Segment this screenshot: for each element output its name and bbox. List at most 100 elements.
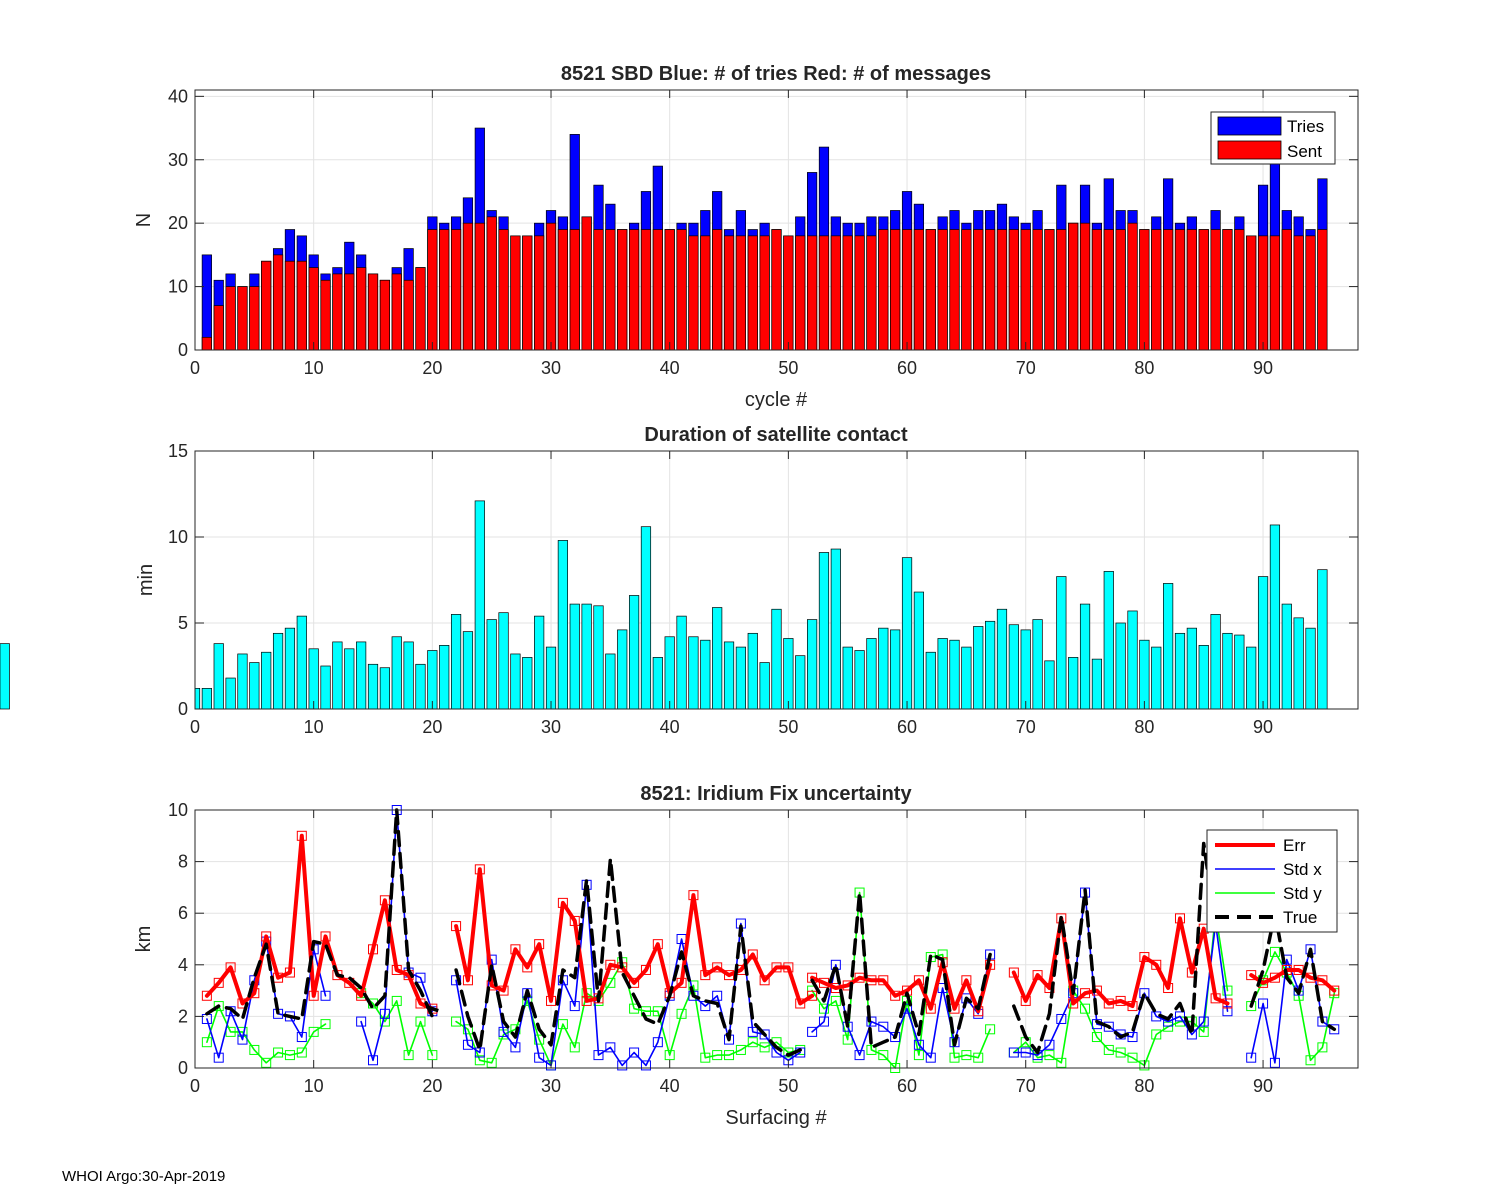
bar-sent: [403, 279, 414, 351]
contact-duration-chart: 0 10 20 30 40 50 60 70 80 90 0 5 10 15 Duration of sa…: [0, 424, 1359, 737]
marker-std-y: [747, 1037, 758, 1048]
marker-std-x: [807, 1026, 818, 1037]
ticks: 0 10 20 30 40 50 60 70 80 90 0 5 10 15: [168, 441, 1358, 737]
bar-sent: [439, 229, 450, 351]
marker-std-y: [213, 1001, 224, 1012]
x-tick-label: 40: [660, 358, 680, 378]
bar-sent: [1269, 235, 1281, 351]
x-tick-label: 70: [1016, 358, 1036, 378]
bar-duration: [1091, 658, 1103, 710]
y-axis-label: km: [133, 926, 155, 953]
legend-label-std-y: Std y: [1283, 884, 1322, 903]
bar-duration: [723, 641, 735, 710]
marker-std-y: [284, 1050, 295, 1061]
x-tick-label: 40: [660, 1076, 680, 1096]
chart-title: 8521 SBD Blue: # of tries Red: # of mess…: [561, 63, 991, 85]
bar-duration: [700, 639, 711, 710]
marker-std-x: [818, 1016, 829, 1027]
bar-duration: [1257, 576, 1269, 710]
marker-std-y: [878, 1050, 889, 1061]
bar-duration: [498, 612, 509, 710]
bar-sent: [272, 254, 284, 351]
bar-sent: [640, 229, 652, 351]
legend-label-std-x: Std x: [1283, 860, 1322, 879]
marker-std-y: [320, 1019, 331, 1030]
legend-label-err: Err: [1283, 836, 1306, 855]
footer-stamp: WHOI Argo:30-Apr-2019: [62, 1168, 226, 1185]
bar-sent: [961, 229, 972, 351]
marker-std-y: [308, 1026, 319, 1037]
bar-sent: [308, 267, 319, 351]
marker-std-y: [1317, 1042, 1328, 1053]
bar-sent: [830, 235, 841, 351]
x-tick-label: 50: [778, 1076, 798, 1096]
bar-sent: [949, 229, 960, 351]
x-tick-label: 30: [541, 1076, 561, 1096]
bar-duration: [462, 631, 474, 710]
y-tick-label: 20: [168, 213, 188, 233]
marker-std-y: [534, 1034, 545, 1045]
marker-std-y: [664, 1050, 675, 1061]
x-tick-label: 90: [1253, 1076, 1273, 1096]
marker-std-y: [830, 995, 841, 1006]
bar-sent: [534, 235, 545, 351]
bar-duration: [818, 552, 830, 710]
bar-sent: [201, 336, 212, 351]
bar-sent: [296, 260, 307, 351]
bar-duration: [1186, 627, 1197, 710]
marker-std-y: [486, 1057, 497, 1068]
y-tick-label: 30: [168, 150, 188, 170]
marker-std-y: [985, 1024, 996, 1035]
bar-sent: [1257, 235, 1269, 351]
bar-duration: [1210, 614, 1221, 710]
bar-sent: [1281, 229, 1292, 351]
bar-duration: [664, 636, 675, 710]
bar-duration: [391, 636, 402, 710]
y-axis-label: min: [135, 564, 157, 596]
bar-sent: [759, 235, 770, 351]
marker-std-y: [1115, 1047, 1126, 1058]
axes-box: [194, 450, 1359, 710]
bar-duration: [272, 632, 284, 710]
bar-duration: [1305, 627, 1316, 710]
bar-sent: [462, 222, 474, 351]
bar-sent: [332, 273, 343, 351]
bar-sent: [1056, 229, 1067, 351]
x-tick-label: 40: [660, 717, 680, 737]
bar-sent: [367, 273, 379, 351]
y-tick-label: 10: [168, 527, 188, 547]
bar-sent: [795, 235, 806, 351]
bar-sent: [213, 305, 224, 351]
bar-sent: [1091, 229, 1103, 351]
bar-duration: [901, 557, 913, 710]
marker-std-y: [474, 1055, 485, 1066]
bar-duration: [1008, 624, 1019, 710]
bar-sent: [1008, 229, 1019, 351]
bar-sent: [628, 229, 640, 351]
bar-sent: [783, 235, 794, 351]
marker-std-x: [629, 1047, 640, 1058]
bar-tries: [201, 254, 212, 351]
bar-duration: [296, 615, 307, 710]
bar-sent: [581, 216, 592, 351]
y-tick-label: 5: [178, 613, 188, 633]
bar-sent: [818, 235, 830, 351]
bar-sent: [1210, 229, 1221, 351]
marker-std-x: [712, 990, 723, 1001]
bar-sent: [771, 229, 782, 351]
tries-sent-chart: 0 10 20 30 40 50 60 70 80 90 0 10 20 30 40 8521 SBD Bl…: [133, 63, 1359, 411]
marker-std-y: [629, 1003, 640, 1014]
marker-std-y: [557, 1019, 568, 1030]
legend: Tries Sent: [1210, 111, 1336, 165]
marker-err: [807, 990, 818, 1001]
x-tick-label: 20: [422, 358, 442, 378]
bar-duration: [830, 548, 841, 710]
bar-duration: [1281, 603, 1292, 710]
legend-swatch-sent: [1217, 140, 1282, 160]
bar-sent: [700, 235, 711, 351]
x-tick-label: 60: [897, 717, 917, 737]
marker-std-x: [652, 1037, 663, 1048]
bar-duration: [1044, 660, 1055, 710]
bar-duration: [249, 662, 260, 710]
y-axis-label: N: [133, 213, 155, 227]
